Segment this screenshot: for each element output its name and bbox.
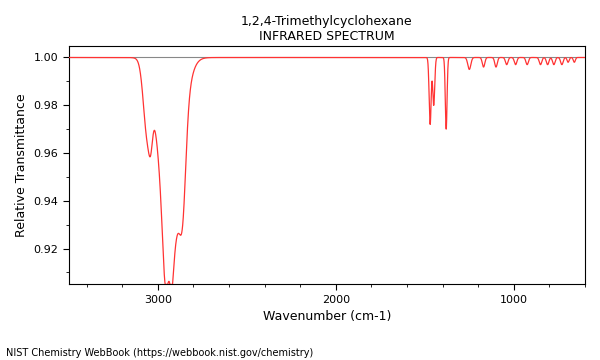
X-axis label: Wavenumber (cm-1): Wavenumber (cm-1) (263, 310, 391, 323)
Title: 1,2,4-Trimethylcyclohexane
INFRARED SPECTRUM: 1,2,4-Trimethylcyclohexane INFRARED SPEC… (241, 15, 413, 43)
Y-axis label: Relative Transmittance: Relative Transmittance (15, 93, 28, 237)
Text: NIST Chemistry WebBook (https://webbook.nist.gov/chemistry): NIST Chemistry WebBook (https://webbook.… (6, 348, 313, 358)
